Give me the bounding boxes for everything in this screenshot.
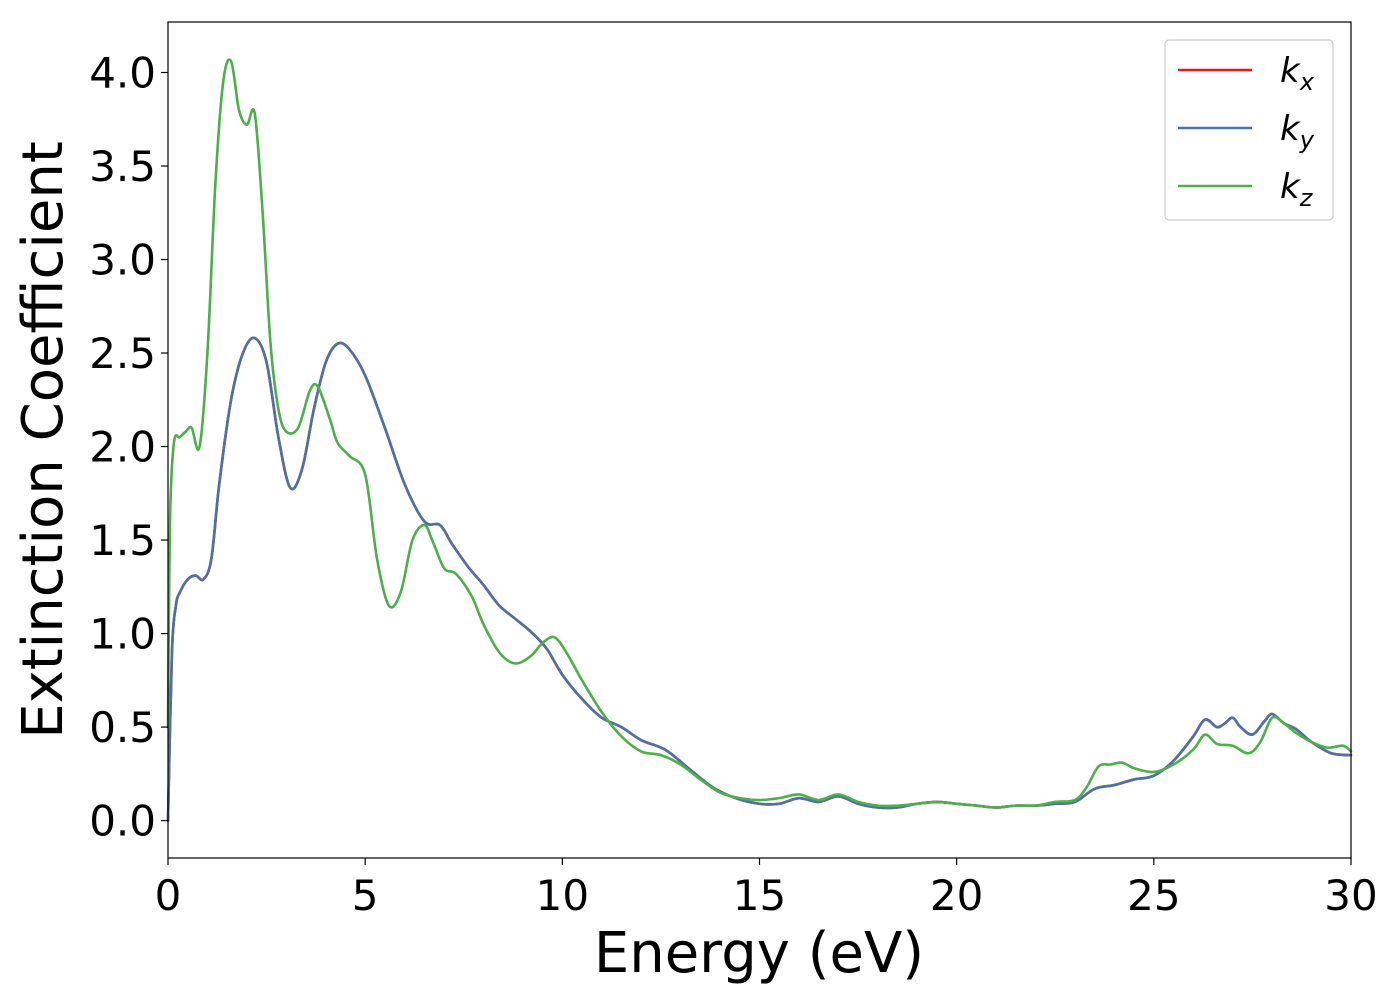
x-tick-label: 20	[930, 871, 983, 920]
series-layer	[166, 58, 1353, 822]
y-tick-label: 4.0	[89, 48, 156, 97]
x-tick-label: 5	[352, 871, 379, 920]
legend-label-base: k	[1280, 51, 1301, 91]
y-tick-label: 2.0	[89, 423, 156, 472]
legend-label-base: k	[1280, 109, 1301, 149]
legend-label-z: kz	[1280, 167, 1314, 212]
x-tick-label: 0	[155, 871, 182, 920]
series-line-y	[166, 336, 1353, 822]
y-tick-label: 2.5	[89, 329, 156, 378]
legend-frame	[1164, 39, 1334, 221]
x-tick-label: 10	[536, 871, 589, 920]
y-tick-label: 0.5	[89, 703, 156, 752]
plot-area-background	[168, 22, 1351, 858]
y-tick-label: 1.0	[89, 610, 156, 659]
y-tick-label: 3.5	[89, 142, 156, 191]
y-tick-label: 0.0	[89, 797, 156, 846]
y-tick-label: 3.0	[89, 236, 156, 285]
x-tick-label: 25	[1127, 871, 1180, 920]
y-axis-label: Extinction Coefficient	[11, 141, 76, 739]
x-tick-label: 15	[733, 871, 786, 920]
y-axis: 0.0 0.5 1.0 1.5 2.0 2.5 3.0 3.5 4.0	[89, 48, 168, 846]
x-axis: 0 5 10 15 20 25 30	[155, 858, 1378, 920]
legend-label-base: k	[1280, 167, 1301, 207]
x-axis-label: Energy (eV)	[594, 921, 924, 986]
legend-label-subscript: y	[1299, 126, 1315, 154]
legend-label-x: kx	[1280, 51, 1315, 96]
legend-label-y: ky	[1280, 109, 1315, 154]
legend-label-subscript: z	[1299, 184, 1314, 212]
x-tick-label: 30	[1324, 871, 1377, 920]
y-tick-label: 1.5	[89, 516, 156, 565]
series-line-z	[166, 58, 1353, 809]
legend-label-subscript: x	[1299, 68, 1315, 96]
